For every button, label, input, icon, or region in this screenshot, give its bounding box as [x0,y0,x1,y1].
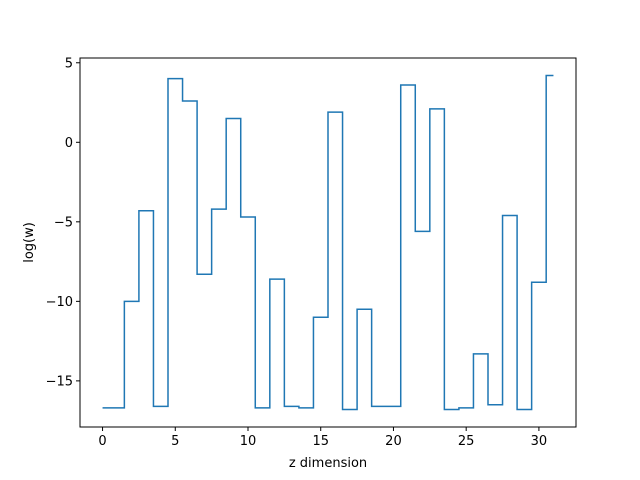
x-tick-label: 25 [458,434,475,449]
x-tick-label: 5 [171,434,179,449]
y-tick-label: −10 [46,295,73,310]
y-tick-label: 0 [65,136,73,151]
x-tick-label: 15 [312,434,329,449]
axes [79,57,577,428]
y-axis-label: log(w) [22,222,37,263]
x-axis-label: z dimension [289,456,367,471]
y-tick-label: −5 [54,215,73,230]
y-tick-label: 5 [65,56,73,71]
y-ticks: 5 0 −5 −10 −15 [46,56,80,389]
axes-frame [79,57,577,428]
x-tick-label: 20 [385,434,402,449]
series-line-0 [102,74,554,411]
x-tick-label: 0 [98,434,106,449]
plot-area [102,74,554,411]
x-tick-label: 30 [531,434,548,449]
y-tick-label: −15 [46,374,73,389]
x-tick-label: 10 [240,434,257,449]
x-ticks: 0 5 10 15 20 25 30 [98,427,547,449]
